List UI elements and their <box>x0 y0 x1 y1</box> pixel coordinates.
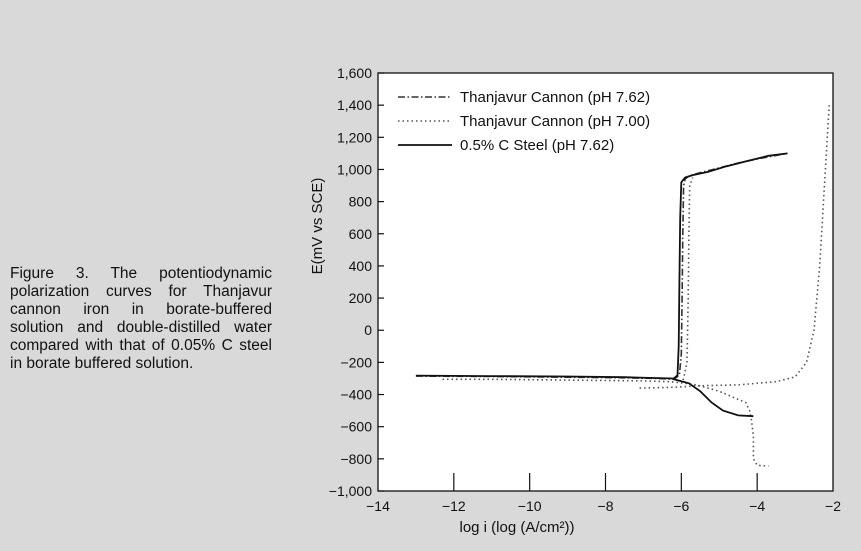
y-tick-label: 800 <box>349 194 373 210</box>
y-tick-label: −200 <box>340 354 372 370</box>
y-tick-label: 0 <box>364 322 372 338</box>
legend-label: Thanjavur Cannon (pH 7.62) <box>460 89 650 106</box>
x-tick-label: −8 <box>598 498 614 514</box>
legend-label: Thanjavur Cannon (pH 7.00) <box>460 113 650 130</box>
series-line-2 <box>442 378 769 467</box>
y-tick-label: −800 <box>340 451 372 467</box>
y-axis-label: E(mV vs SCE) <box>309 178 326 275</box>
series-line-3 <box>415 152 788 380</box>
plot-area <box>377 72 834 492</box>
legend-label: 0.5% C Steel (pH 7.62) <box>460 137 614 154</box>
y-tick-label: 600 <box>349 226 373 242</box>
x-tick-label: −4 <box>749 498 765 514</box>
y-tick-label: 1,400 <box>337 97 372 113</box>
y-tick-label: −1,000 <box>329 483 372 499</box>
y-tick-label: −600 <box>340 419 372 435</box>
figure-caption: Figure 3. The potentiodynamic polarizati… <box>10 265 272 372</box>
y-tick-label: 400 <box>349 258 373 274</box>
y-tick-label: 1,600 <box>337 65 372 81</box>
y-tick-label: −400 <box>340 387 372 403</box>
x-tick-label: −10 <box>518 498 542 514</box>
x-tick-label: −2 <box>825 498 841 514</box>
y-tick-label: 1,200 <box>337 129 372 145</box>
x-tick-label: −14 <box>366 498 390 514</box>
x-tick-label: −12 <box>442 498 466 514</box>
x-tick-label: −6 <box>673 498 689 514</box>
y-tick-label: 200 <box>349 290 373 306</box>
series-line-3-cathodic <box>673 378 754 418</box>
series-line-2-branch <box>639 105 830 389</box>
y-tick-label: 1,000 <box>337 161 372 177</box>
x-axis-label: log i (log (A/cm²)) <box>459 519 574 536</box>
